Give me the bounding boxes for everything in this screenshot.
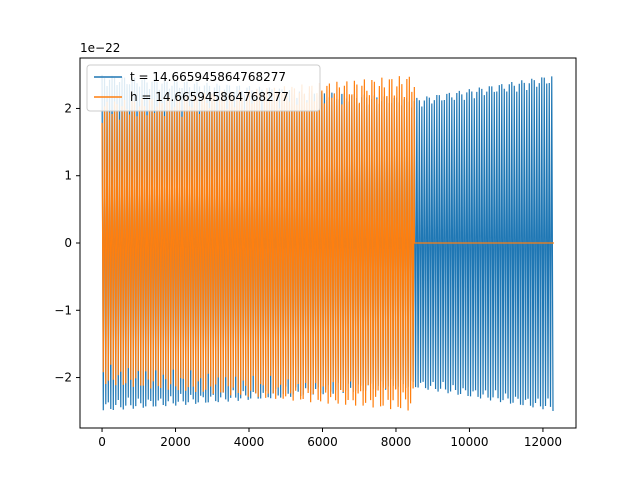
x-axis: 0 2000 4000 6000 8000 10000 12000	[98, 428, 562, 449]
x-tick-label: 4000	[234, 435, 265, 449]
y-tick-label: −1	[54, 303, 72, 317]
y-tick-label: −2	[54, 371, 72, 385]
y-tick-label: 1	[64, 169, 72, 183]
y-tick-label: 2	[64, 101, 72, 115]
x-tick-label: 6000	[307, 435, 338, 449]
legend-label: t = 14.665945864768277	[130, 70, 286, 84]
legend: t = 14.665945864768277 h = 14.66594586476…	[86, 64, 321, 112]
legend-label: h = 14.665945864768277	[130, 90, 289, 104]
legend-box	[86, 64, 321, 112]
x-tick-label: 10000	[450, 435, 488, 449]
x-tick-label: 2000	[160, 435, 191, 449]
y-axis: −2 −1 0 1 2	[54, 101, 80, 385]
y-offset-label: 1e−22	[80, 41, 120, 55]
x-tick-label: 12000	[524, 435, 562, 449]
x-tick-label: 8000	[381, 435, 412, 449]
x-tick-label: 0	[98, 435, 106, 449]
y-tick-label: 0	[64, 236, 72, 250]
